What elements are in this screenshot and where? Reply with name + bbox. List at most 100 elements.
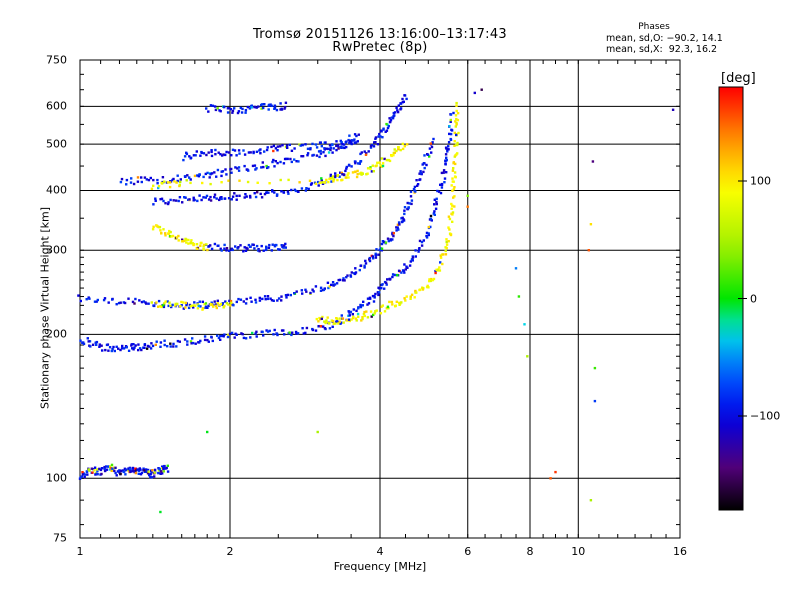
data-point	[111, 298, 114, 301]
data-point	[231, 148, 235, 151]
data-point	[182, 158, 185, 162]
data-point	[337, 145, 340, 149]
data-point	[294, 330, 298, 334]
data-point	[392, 234, 395, 238]
data-point	[164, 234, 167, 237]
data-point	[450, 129, 454, 132]
data-point	[453, 205, 456, 208]
data-point	[317, 320, 320, 323]
data-point	[290, 149, 294, 152]
data-point	[380, 305, 383, 308]
data-point	[244, 302, 248, 305]
data-point	[341, 173, 344, 176]
data-point	[403, 271, 406, 274]
data-point	[248, 194, 252, 198]
data-point	[338, 320, 341, 323]
data-point	[265, 191, 268, 194]
data-point	[89, 345, 92, 348]
data-point	[237, 246, 240, 249]
data-point	[293, 147, 296, 150]
data-point	[134, 297, 137, 301]
data-point	[455, 123, 458, 126]
data-point	[233, 192, 236, 195]
data-point	[110, 349, 113, 353]
data-point	[401, 142, 404, 146]
data-point	[193, 301, 196, 304]
data-point	[317, 325, 321, 328]
data-point	[314, 143, 318, 146]
data-point	[329, 173, 332, 177]
data-point	[299, 144, 302, 147]
data-point	[323, 287, 326, 290]
data-point	[85, 298, 88, 301]
data-point	[320, 177, 323, 180]
data-point	[242, 300, 245, 303]
data-point	[271, 160, 274, 164]
data-point	[343, 146, 346, 150]
data-point	[367, 302, 371, 305]
data-point	[451, 177, 454, 180]
data-point	[239, 244, 242, 247]
data-point	[247, 243, 251, 247]
data-point	[443, 177, 447, 180]
data-point	[102, 298, 106, 302]
data-point	[178, 340, 181, 343]
data-point	[328, 327, 332, 330]
data-point	[386, 278, 389, 281]
data-point	[187, 238, 190, 242]
data-point	[212, 305, 215, 308]
data-point	[381, 283, 384, 286]
data-point	[262, 334, 265, 337]
data-point	[154, 199, 157, 202]
data-point	[305, 187, 308, 190]
data-point	[395, 300, 398, 303]
data-point	[163, 302, 166, 305]
data-point	[314, 329, 318, 332]
data-point	[207, 198, 211, 201]
data-point	[346, 274, 349, 277]
data-point	[93, 466, 97, 469]
data-point	[409, 190, 413, 193]
data-point	[358, 268, 361, 272]
data-point	[327, 180, 330, 184]
data-point	[282, 329, 285, 332]
data-point	[409, 260, 412, 263]
data-point	[286, 146, 289, 149]
data-point	[386, 237, 390, 240]
data-point	[134, 469, 138, 472]
data-point	[367, 150, 370, 153]
data-point	[304, 288, 307, 291]
data-point	[392, 111, 395, 115]
data-point	[174, 199, 178, 202]
colorbar-tick-label: −100	[750, 409, 781, 423]
data-point	[432, 137, 435, 141]
data-point	[374, 253, 378, 257]
data-point	[341, 143, 344, 146]
data-point	[354, 271, 358, 274]
data-point	[223, 333, 226, 336]
data-point	[449, 120, 452, 123]
data-point	[198, 173, 201, 176]
data-point	[418, 172, 421, 175]
data-point	[295, 332, 298, 335]
data-point	[449, 233, 453, 237]
data-point	[372, 145, 376, 148]
data-point	[388, 278, 392, 281]
data-point	[192, 306, 195, 309]
data-point	[369, 144, 373, 148]
data-point	[381, 136, 384, 139]
data-point	[143, 469, 146, 472]
data-point	[181, 240, 185, 243]
data-point	[170, 305, 173, 309]
data-point	[204, 302, 208, 305]
data-point	[208, 176, 211, 179]
data-point	[342, 143, 346, 146]
data-point	[332, 147, 335, 150]
data-point	[320, 145, 323, 148]
data-point	[357, 133, 360, 136]
data-point	[162, 470, 165, 473]
y-tick-label: 500	[46, 137, 67, 151]
data-point	[452, 167, 455, 170]
data-point	[150, 470, 153, 474]
data-point	[250, 104, 253, 107]
